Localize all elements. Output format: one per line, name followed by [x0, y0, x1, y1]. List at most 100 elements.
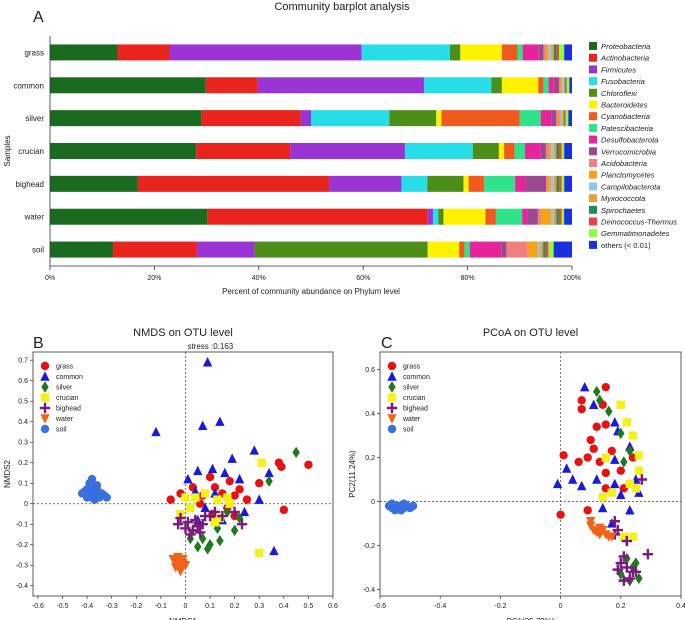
scatter-point	[230, 524, 239, 537]
scatter-point	[601, 530, 611, 540]
scatter-point	[279, 505, 289, 515]
bar-segment	[441, 110, 520, 127]
bar-segment	[522, 208, 528, 225]
y-tick-label: 0	[371, 499, 375, 506]
bar-segment	[389, 110, 437, 127]
scatter-point	[577, 396, 586, 405]
legend-label: Firmicutes	[601, 65, 636, 74]
x-tick-label: 0	[559, 603, 563, 610]
scatter-point	[194, 541, 202, 553]
scatter-point	[215, 513, 225, 523]
scatter-point	[292, 446, 300, 459]
scatter-point	[625, 479, 635, 489]
scatter-point	[40, 393, 50, 402]
panel-label-a: A	[33, 9, 44, 26]
y-axis-label: PC2(11.24%)	[348, 450, 357, 498]
scatter-point	[396, 506, 406, 515]
bar-segment	[329, 175, 402, 192]
legend-label: Planctomycetes	[601, 171, 655, 180]
legend-swatch	[589, 112, 597, 121]
legend-label: Desulfobacterota	[601, 136, 658, 145]
bar-segment	[562, 77, 564, 94]
chart-title: NMDS on OTU level	[133, 327, 233, 339]
nmds-scatter-chart: -0.6 -0.5 -0.4 -0.3 -0.2 -0.1 0 0.1 0.2 0.3 0.4 0.5…	[3, 327, 338, 620]
bar-segment	[361, 44, 450, 61]
scatter-point	[198, 532, 207, 545]
scatter-point	[642, 549, 654, 560]
bar-segment	[548, 143, 552, 159]
bar-segment	[545, 241, 549, 258]
legend-swatch	[589, 229, 597, 238]
bar-segment	[169, 44, 362, 61]
scatter-point	[618, 551, 630, 562]
scatter-point	[39, 402, 51, 414]
bar-category-label: soil	[32, 246, 44, 255]
bar-segment	[449, 44, 461, 61]
legend-label: crucian	[403, 395, 426, 402]
bar-segment	[553, 77, 560, 94]
y-tick-label: 0.3	[18, 440, 28, 447]
x-tick-label: -0.5	[56, 603, 68, 610]
scatter-point	[175, 567, 186, 577]
x-tick-label: 0.6	[328, 603, 338, 610]
bar-segment	[50, 208, 208, 225]
scatter-point	[623, 552, 631, 565]
bar-segment	[559, 77, 561, 94]
legend-swatch	[589, 42, 597, 50]
bar-segment	[254, 241, 428, 258]
scatter-point	[254, 494, 264, 504]
scatter-point	[574, 457, 583, 467]
scatter-point	[187, 525, 199, 536]
bar-segment	[564, 175, 572, 192]
scatter-point	[257, 458, 266, 467]
scatter-point	[210, 483, 220, 492]
x-tick-label: -0.2	[494, 603, 506, 610]
x-tick-label: 20%	[147, 275, 161, 282]
bar-segment	[427, 208, 433, 225]
bar-segment	[522, 44, 539, 61]
bar-segment	[551, 110, 557, 127]
bar-segment	[515, 175, 526, 192]
y-tick-label: 0.4	[365, 411, 375, 418]
bar-segment	[300, 110, 311, 127]
scatter-point	[249, 445, 260, 455]
bar-segment	[137, 175, 330, 192]
legend-label: grass	[56, 364, 74, 371]
bar-segment	[460, 44, 502, 61]
scatter-point	[624, 573, 636, 584]
scatter-point	[387, 424, 397, 434]
scatter-point	[621, 562, 633, 573]
scatter-point	[632, 557, 640, 569]
scatter-point	[269, 545, 279, 556]
scatter-point	[190, 514, 201, 526]
scatter-point	[561, 463, 572, 473]
bar-segment	[553, 208, 557, 225]
bar-segment	[525, 175, 547, 192]
legend-label: Patescibacteria	[601, 124, 653, 133]
scatter-point	[213, 522, 222, 535]
x-tick-label: -0.3	[106, 603, 118, 610]
scatter-point	[620, 456, 628, 468]
legend-swatch	[589, 135, 597, 144]
bar-segment	[468, 175, 485, 192]
legend-label: Verrucomicrobia	[601, 147, 656, 156]
scatter-point	[610, 478, 620, 489]
bar-segment	[545, 143, 549, 159]
x-tick-label: 100%	[563, 275, 581, 282]
bar-segment	[472, 143, 499, 159]
bar-category-label: crucian	[18, 147, 44, 156]
legend-swatch	[589, 170, 597, 179]
bar-segment	[556, 175, 560, 192]
bar-segment	[443, 208, 486, 225]
bar-segment	[50, 77, 206, 94]
scatter-point	[387, 361, 397, 371]
legend-label: Chloroflexi	[601, 89, 637, 98]
scatter-point	[609, 516, 620, 527]
scatter-point	[616, 489, 626, 500]
legend-label: soil	[403, 427, 414, 434]
scatter-point	[41, 381, 49, 393]
scatter-point	[636, 474, 648, 485]
scatter-point	[242, 495, 252, 504]
bar-segment	[548, 175, 552, 192]
scatter-point	[634, 451, 644, 460]
